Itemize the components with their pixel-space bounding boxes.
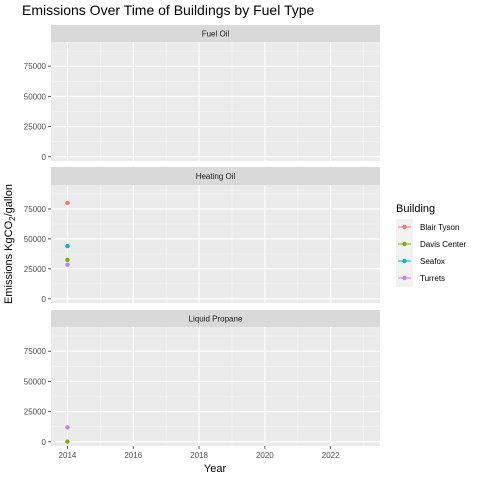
y-tick-label: 50000 (24, 92, 47, 101)
facet-panel: Heating Oil 0 25000 50000 75000 (24, 167, 380, 304)
legend-label: Blair Tyson (420, 223, 459, 232)
chart-title: Emissions Over Time of Buildings by Fuel… (22, 2, 315, 18)
data-point (65, 439, 70, 444)
legend: Building Blair Tyson Davis Center Seafox Tu… (396, 203, 467, 287)
x-tick-label: 2020 (256, 451, 274, 460)
facet-strip-label: Liquid Propane (189, 315, 243, 324)
y-tick-label: 50000 (24, 235, 47, 244)
y-tick-label: 75000 (24, 347, 47, 356)
x-tick-label: 2022 (322, 451, 340, 460)
x-tick-label: 2016 (124, 451, 142, 460)
facet-panels: Fuel Oil 0 25000 50000 75000 Heating Oil 0 2500… (24, 25, 380, 447)
legend-label: Turrets (420, 274, 445, 283)
data-point (65, 243, 70, 249)
y-tick-label: 25000 (24, 123, 47, 132)
data-point (65, 257, 70, 263)
x-axis-title: Year (204, 463, 227, 475)
legend-marker (402, 275, 407, 281)
data-point (65, 262, 70, 267)
legend-marker (402, 258, 407, 264)
legend-marker (402, 241, 407, 247)
y-tick-label: 75000 (24, 62, 47, 71)
y-tick-label: 25000 (24, 408, 47, 417)
legend-title: Building (396, 203, 435, 215)
legend-marker (402, 224, 407, 230)
panel-background (51, 327, 380, 446)
facet-strip-label: Heating Oil (196, 172, 236, 181)
x-tick-label: 2014 (59, 451, 77, 460)
facet-strip (51, 310, 380, 327)
y-axis-title: Emissions KgCO2/gallon (3, 184, 17, 304)
legend-label: Seafox (420, 257, 445, 266)
legend-label: Davis Center (420, 240, 467, 249)
data-point (65, 425, 70, 430)
panel-background (51, 185, 380, 303)
y-tick-label: 50000 (24, 377, 47, 386)
y-tick-label: 0 (42, 153, 47, 162)
y-tick-label: 0 (42, 295, 47, 304)
facet-strip (51, 25, 380, 42)
x-tick-label: 2018 (190, 451, 208, 460)
facet-strip (51, 167, 380, 185)
x-axis: 2014 2016 2018 2020 2022 (59, 446, 340, 460)
data-point (65, 200, 70, 206)
y-tick-label: 25000 (24, 265, 47, 274)
y-tick-label: 75000 (24, 205, 47, 214)
facet-strip-label: Fuel Oil (202, 30, 230, 39)
facet-panel: Fuel Oil 0 25000 50000 75000 (24, 25, 380, 162)
y-tick-label: 0 (42, 438, 47, 447)
panel-background (51, 42, 380, 161)
facet-panel: Liquid Propane 0 25000 50000 75000 (24, 310, 380, 447)
